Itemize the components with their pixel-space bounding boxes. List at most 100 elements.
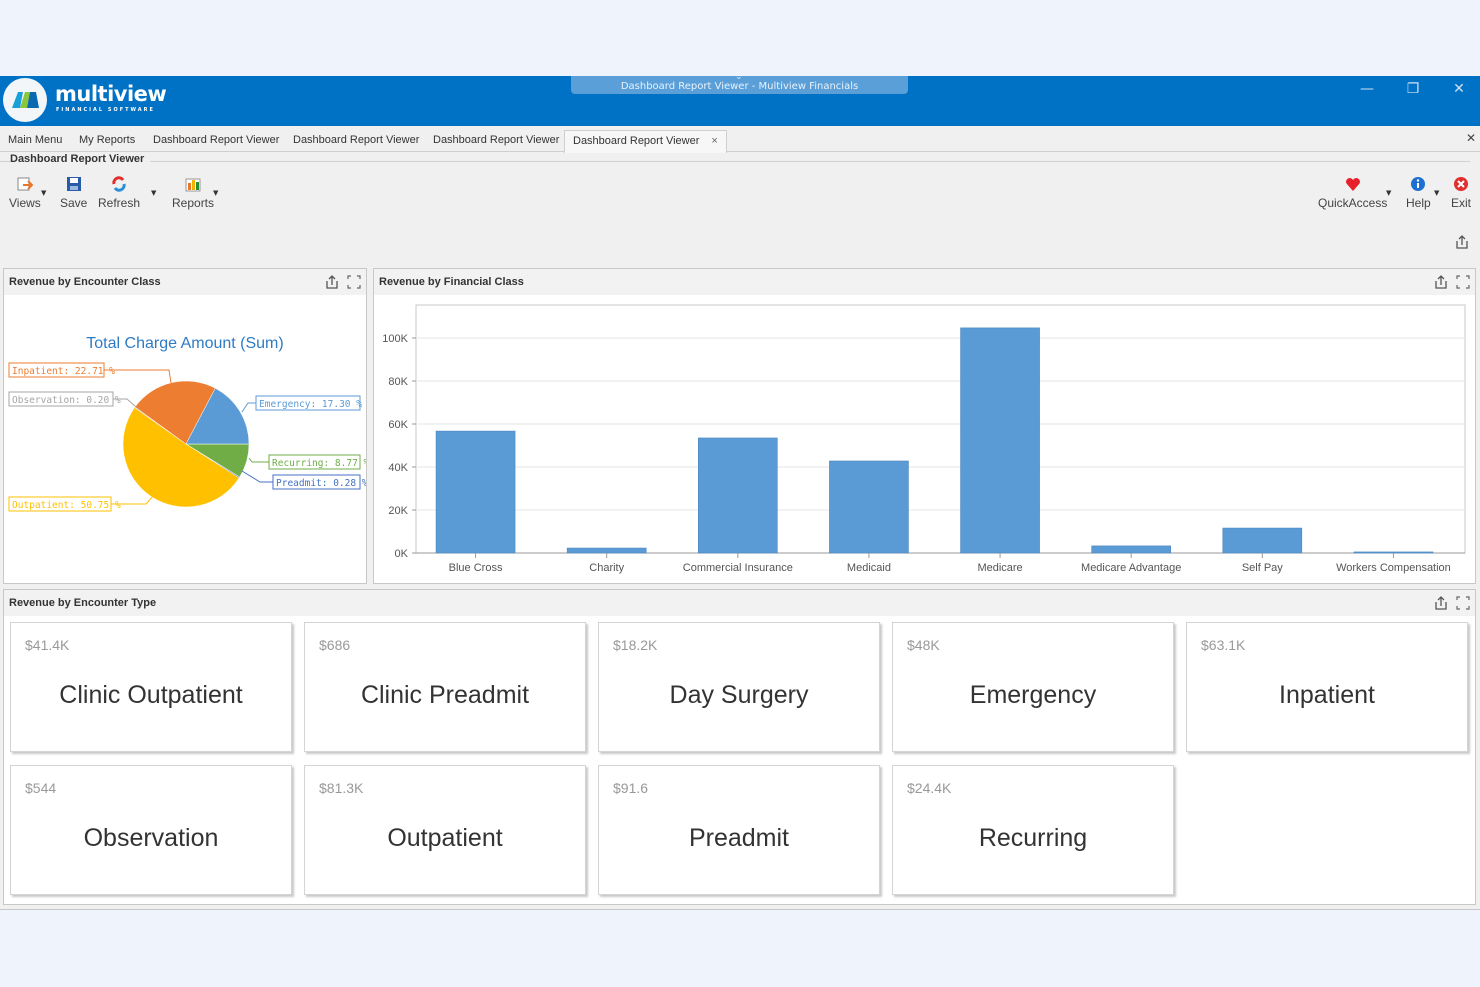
x-tick-label: Medicaid	[847, 562, 891, 574]
logo-wordmark: multiview	[55, 82, 167, 106]
restore-button[interactable]: ❐	[1406, 81, 1420, 97]
revenue-by-encounter-class-panel: Revenue by Encounter Class Total Charge …	[3, 268, 367, 584]
pie-slice-inpatient[interactable]	[134, 380, 216, 445]
maximize-icon[interactable]	[1455, 595, 1471, 611]
tile-value: $63.1K	[1201, 637, 1246, 653]
tile-observation[interactable]: $544 Observation	[10, 765, 292, 895]
bar-medicaid[interactable]	[829, 460, 909, 554]
save-button[interactable]: Save	[60, 176, 87, 210]
tile-outpatient[interactable]: $81.3K Outpatient	[304, 765, 586, 895]
x-tick-label: Commercial Insurance	[683, 562, 793, 574]
chevron-down-icon[interactable]: ⌄	[735, 72, 743, 82]
views-label: Views	[9, 196, 41, 210]
bar-self-pay[interactable]	[1222, 527, 1303, 554]
reports-dropdown-arrow[interactable]: ▼	[213, 189, 219, 197]
help-dropdown-arrow[interactable]: ▼	[1434, 189, 1440, 197]
tile-name: Outpatient	[387, 824, 503, 852]
logo-tagline: FINANCIAL SOFTWARE	[56, 107, 155, 113]
exit-button[interactable]: Exit	[1451, 176, 1471, 210]
maximize-icon[interactable]	[1455, 274, 1471, 290]
tab-main-menu[interactable]: Main Menu	[0, 130, 70, 152]
tab-dashboard-report-viewer-1[interactable]: Dashboard Report Viewer	[145, 130, 287, 152]
close-tab-icon[interactable]: ×	[711, 135, 718, 147]
quickaccess-button[interactable]: QuickAccess	[1318, 176, 1387, 210]
pie-label-box-inpatient	[8, 362, 105, 378]
window-title: Dashboard Report Viewer - Multiview Fina…	[571, 76, 908, 94]
refresh-button[interactable]: Refresh	[98, 176, 140, 210]
tab-label: My Reports	[79, 134, 136, 146]
pie-chart: Total Charge Amount (Sum) Inpatient: 22.…	[8, 335, 366, 512]
pie-label-recurring: Recurring: 8.77 %	[272, 458, 366, 469]
tile-value: $544	[25, 780, 57, 796]
close-window-button[interactable]: ✕	[1453, 81, 1465, 97]
bar-medicare[interactable]	[960, 327, 1040, 554]
export-icon[interactable]	[1433, 274, 1449, 290]
bar-workers-compensation[interactable]	[1353, 551, 1434, 554]
tab-label: Main Menu	[8, 134, 63, 146]
info-icon	[1411, 177, 1426, 191]
tab-label: Dashboard Report Viewer	[153, 134, 280, 146]
window-title-text: Dashboard Report Viewer - Multiview Fina…	[620, 81, 859, 92]
y-tick-label: 60K	[388, 419, 408, 431]
quickaccess-dropdown-arrow[interactable]: ▼	[1386, 189, 1392, 197]
tile-name: Day Surgery	[669, 681, 809, 709]
minimize-button[interactable]: —	[1360, 81, 1374, 97]
views-dropdown-arrow[interactable]: ▼	[41, 189, 47, 197]
tile-clinic-outpatient[interactable]: $41.4K Clinic Outpatient	[10, 622, 292, 752]
y-tick-label: 100K	[382, 333, 408, 345]
views-button[interactable]: Views	[9, 176, 41, 210]
panel-header: Revenue by Encounter Type	[4, 590, 1475, 616]
export-icon[interactable]	[1433, 595, 1449, 611]
tab-my-reports[interactable]: My Reports	[71, 130, 143, 152]
tile-clinic-preadmit[interactable]: $686 Clinic Preadmit	[304, 622, 586, 752]
tile-inpatient[interactable]: $63.1K Inpatient	[1186, 622, 1468, 752]
tile-name: Preadmit	[688, 824, 790, 852]
tile-value: $48K	[907, 637, 940, 653]
tab-dashboard-report-viewer-active[interactable]: Dashboard Report Viewer ×	[564, 130, 727, 153]
bar-blue-cross[interactable]	[435, 430, 516, 554]
pie-slices	[122, 380, 250, 508]
bar-medicare-advantage[interactable]	[1091, 545, 1171, 554]
revenue-by-encounter-type-panel: Revenue by Encounter Type $41.4K Clinic O…	[3, 589, 1476, 905]
x-tick-label: Medicare	[977, 562, 1022, 574]
pie-slice-outpatient[interactable]	[122, 407, 240, 508]
multiview-logo-icon	[3, 78, 47, 122]
bars	[435, 327, 1434, 554]
x-axis-labels: Blue Cross Charity Commercial Insurance Med…	[449, 553, 1451, 574]
tile-recurring[interactable]: $24.4K Recurring	[892, 765, 1174, 895]
help-button[interactable]: Help	[1406, 176, 1431, 210]
y-tick-label: 40K	[388, 462, 408, 474]
help-label: Help	[1406, 196, 1431, 210]
export-icon[interactable]	[324, 274, 340, 290]
tile-emergency[interactable]: $48K Emergency	[892, 622, 1174, 752]
tile-day-surgery[interactable]: $18.2K Day Surgery	[598, 622, 880, 752]
close-all-tabs-icon[interactable]: ✕	[1465, 131, 1476, 145]
tile-name: Recurring	[978, 824, 1088, 852]
app-window: multiview FINANCIAL SOFTWARE Dashboard R…	[0, 72, 1480, 910]
y-tick-label: 20K	[388, 505, 408, 517]
tile-value: $686	[319, 637, 351, 653]
export-icon[interactable]	[1454, 234, 1470, 250]
bar-charity[interactable]	[566, 547, 647, 554]
reports-icon	[185, 178, 201, 192]
bar-commercial-insurance[interactable]	[698, 437, 778, 554]
reports-label: Reports	[172, 196, 215, 210]
title-bar: multiview FINANCIAL SOFTWARE Dashboard R…	[0, 72, 1480, 126]
document-tab-bar: Main Menu My Reports Dashboard Report Vi…	[0, 126, 1480, 153]
reports-button[interactable]: Reports	[172, 176, 214, 210]
tab-dashboard-report-viewer-2[interactable]: Dashboard Report Viewer	[285, 130, 427, 152]
pie-labels: Inpatient: 22.71 % Observation: 0.20 % Eme…	[8, 362, 366, 512]
y-tick-label: 80K	[388, 376, 408, 388]
pie-slice-emergency[interactable]	[185, 387, 250, 445]
pie-label-observation: Observation: 0.20 %	[12, 395, 121, 406]
refresh-dropdown-arrow[interactable]: ▼	[151, 189, 157, 197]
tile-value: $18.2K	[613, 637, 658, 653]
tab-dashboard-report-viewer-3[interactable]: Dashboard Report Viewer	[425, 130, 567, 152]
pie-label-box-emergency	[255, 395, 361, 411]
panel-title: Revenue by Encounter Class	[9, 276, 161, 288]
save-label: Save	[60, 196, 88, 210]
tile-value: $41.4K	[25, 637, 70, 653]
tile-preadmit[interactable]: $91.6 Preadmit	[598, 765, 880, 895]
pie-label-box-observation	[8, 391, 114, 407]
maximize-icon[interactable]	[346, 274, 362, 290]
